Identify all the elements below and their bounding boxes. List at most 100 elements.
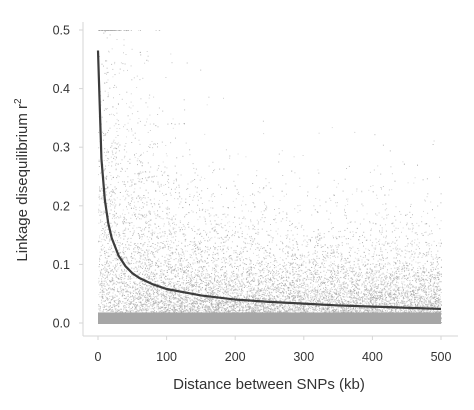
- scatter-point: [282, 280, 284, 282]
- scatter-point: [149, 212, 151, 214]
- scatter-point: [327, 279, 329, 280]
- scatter-point: [210, 310, 212, 311]
- scatter-point: [105, 264, 107, 266]
- scatter-point: [135, 292, 137, 294]
- scatter-point: [265, 311, 267, 313]
- scatter-point: [191, 284, 193, 286]
- scatter-point: [421, 305, 423, 307]
- scatter-point: [237, 231, 239, 233]
- scatter-point: [228, 231, 229, 233]
- scatter-point: [117, 175, 119, 177]
- scatter-point: [417, 310, 419, 312]
- scatter-point: [157, 215, 159, 217]
- scatter-point: [200, 289, 202, 291]
- scatter-point: [184, 289, 186, 291]
- scatter-point: [364, 280, 366, 282]
- scatter-point: [318, 172, 320, 174]
- scatter-point: [245, 268, 247, 270]
- scatter-point: [180, 308, 182, 310]
- scatter-point: [184, 258, 185, 260]
- scatter-point: [265, 250, 267, 252]
- scatter-point: [152, 176, 154, 178]
- scatter-point: [201, 293, 203, 295]
- scatter-point: [380, 304, 382, 306]
- scatter-point: [199, 247, 201, 249]
- scatter-point: [119, 252, 121, 254]
- scatter-point: [171, 282, 173, 284]
- scatter-point: [356, 188, 358, 190]
- scatter-point: [138, 286, 140, 288]
- scatter-point: [373, 253, 375, 255]
- scatter-point: [131, 310, 133, 312]
- scatter-point: [99, 198, 100, 200]
- scatter-point: [282, 295, 283, 297]
- scatter-point: [201, 273, 203, 275]
- scatter-point: [395, 309, 397, 311]
- scatter-point: [300, 226, 302, 228]
- scatter-point: [154, 307, 156, 308]
- scatter-point: [154, 288, 156, 290]
- scatter-point: [112, 189, 114, 190]
- scatter-point: [154, 275, 156, 277]
- scatter-point: [144, 264, 146, 266]
- scatter-point: [154, 248, 155, 250]
- scatter-point: [107, 275, 108, 277]
- scatter-point: [381, 291, 383, 293]
- scatter-point: [226, 291, 228, 293]
- scatter-point: [249, 311, 251, 313]
- scatter-point: [344, 266, 346, 268]
- scatter-point: [135, 153, 137, 154]
- scatter-point: [147, 256, 149, 258]
- scatter-point: [190, 283, 192, 285]
- scatter-point: [419, 299, 421, 300]
- scatter-point: [231, 276, 233, 278]
- scatter-point: [272, 288, 274, 290]
- scatter-point: [336, 251, 338, 253]
- scatter-point: [192, 308, 194, 310]
- scatter-point: [154, 244, 156, 245]
- scatter-point: [100, 288, 101, 290]
- scatter-point: [248, 285, 250, 287]
- scatter-point: [103, 223, 105, 225]
- scatter-point: [293, 254, 295, 256]
- scatter-point: [219, 285, 221, 287]
- scatter-point: [419, 300, 421, 302]
- scatter-point: [322, 259, 324, 260]
- scatter-point: [282, 259, 284, 261]
- scatter-point: [436, 261, 438, 263]
- scatter-point: [106, 60, 108, 62]
- scatter-point: [147, 253, 149, 255]
- scatter-point: [208, 308, 210, 310]
- scatter-point: [300, 299, 302, 301]
- scatter-point: [103, 280, 105, 282]
- scatter-point: [311, 308, 313, 310]
- scatter-point: [110, 175, 112, 177]
- scatter-point: [205, 209, 207, 211]
- scatter-point: [129, 118, 131, 120]
- scatter-point: [341, 283, 343, 285]
- scatter-point: [216, 302, 218, 303]
- scatter-point: [199, 193, 200, 195]
- scatter-point: [105, 184, 107, 186]
- scatter-point: [230, 288, 232, 290]
- scatter-point: [344, 310, 346, 312]
- scatter-point: [350, 267, 352, 269]
- scatter-point: [181, 301, 183, 303]
- scatter-point: [128, 243, 130, 245]
- scatter-point: [408, 274, 410, 276]
- scatter-point: [237, 295, 239, 296]
- scatter-point: [330, 281, 332, 282]
- scatter-point: [430, 300, 431, 302]
- scatter-point: [145, 177, 147, 179]
- scatter-point: [425, 268, 427, 270]
- scatter-point: [345, 303, 347, 305]
- scatter-point: [131, 113, 133, 115]
- scatter-point: [392, 241, 394, 243]
- scatter-point: [118, 176, 120, 178]
- scatter-point: [279, 276, 280, 278]
- scatter-point: [183, 305, 185, 307]
- scatter-point: [343, 282, 344, 284]
- scatter-point: [192, 309, 194, 311]
- scatter-point: [99, 190, 101, 191]
- scatter-point: [151, 261, 153, 263]
